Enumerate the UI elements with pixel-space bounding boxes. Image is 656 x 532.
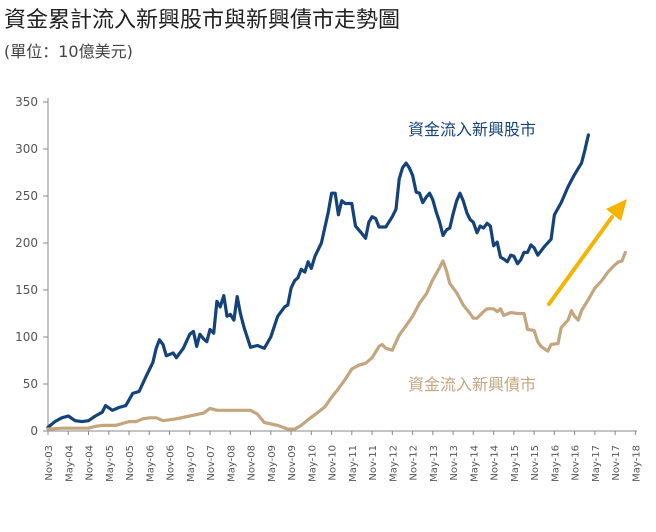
y-tick-label: 100 xyxy=(15,330,38,344)
y-tick-label: 0 xyxy=(30,424,38,438)
x-tick-label: Nov-14 xyxy=(490,445,501,481)
x-tick-label: Nov-07 xyxy=(206,445,217,481)
chart-title: 資金累計流入新興股市與新興債市走勢圖 xyxy=(4,8,401,33)
x-tick-label: Nov-04 xyxy=(85,445,96,481)
bond-flow-line xyxy=(46,250,627,431)
y-tick-label: 50 xyxy=(23,377,38,391)
x-tick-label: May-05 xyxy=(105,445,116,482)
x-tick-label: May-06 xyxy=(145,445,156,482)
x-tick-label: Nov-17 xyxy=(611,445,622,481)
x-tick-label: Nov-05 xyxy=(125,445,136,481)
x-tick-label: Nov-11 xyxy=(368,445,379,481)
x-tick-label: May-16 xyxy=(550,445,561,482)
y-axis: 0 50 100 150 200 250 300 350 xyxy=(15,95,49,438)
y-tick-label: 300 xyxy=(15,142,38,156)
x-tick-label: May-04 xyxy=(64,445,75,482)
x-tick-label: Nov-08 xyxy=(247,445,258,481)
x-tick-label: Nov-16 xyxy=(571,445,582,481)
x-axis: Nov-03 May-04 Nov-04 May-05 Nov-05 May-06 Nov-… xyxy=(44,430,642,482)
plot-area xyxy=(46,133,627,431)
y-tick-label: 250 xyxy=(15,189,38,203)
x-tick-label: May-18 xyxy=(631,445,642,482)
equity-flow-line xyxy=(46,133,590,429)
x-tick-label: Nov-13 xyxy=(449,445,460,481)
x-tick-label: May-07 xyxy=(186,445,197,482)
y-tick-label: 350 xyxy=(15,95,38,109)
x-tick-label: Nov-10 xyxy=(328,445,339,481)
chart-subtitle: (單位：10億美元) xyxy=(4,42,133,61)
y-tick-label: 200 xyxy=(15,236,38,250)
x-tick-label: May-14 xyxy=(469,445,480,482)
x-tick-label: Nov-03 xyxy=(44,445,55,481)
x-tick-label: Nov-12 xyxy=(409,445,420,481)
x-tick-label: Nov-15 xyxy=(530,445,541,481)
trend-arrow-shaft xyxy=(547,215,614,306)
trend-arrow-head xyxy=(606,199,627,221)
x-tick-label: Nov-06 xyxy=(166,445,177,481)
x-tick-label: May-10 xyxy=(307,445,318,482)
equity-series-label: 資金流入新興股市 xyxy=(408,120,536,139)
x-tick-label: May-17 xyxy=(591,445,602,482)
x-tick-label: May-13 xyxy=(429,445,440,482)
x-tick-label: May-15 xyxy=(510,445,521,482)
x-tick-label: Nov-09 xyxy=(287,445,298,481)
x-tick-label: May-09 xyxy=(267,445,278,482)
x-tick-label: May-12 xyxy=(388,445,399,482)
bond-series-label: 資金流入新興債市 xyxy=(408,375,536,394)
x-tick-label: May-11 xyxy=(348,445,359,482)
y-tick-label: 150 xyxy=(15,283,38,297)
x-tick-label: May-08 xyxy=(226,445,237,482)
